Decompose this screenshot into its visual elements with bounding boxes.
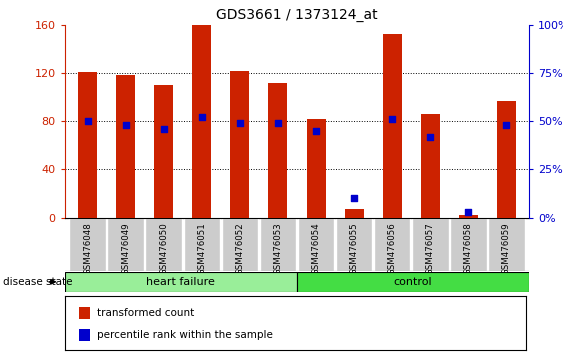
Bar — [383, 34, 401, 218]
Point — [311, 128, 320, 134]
Point — [502, 122, 511, 128]
Point — [274, 120, 283, 126]
Bar — [412, 218, 449, 271]
Text: GSM476055: GSM476055 — [350, 222, 359, 275]
Point — [197, 115, 206, 120]
Bar — [260, 218, 296, 271]
Point — [235, 120, 244, 126]
Text: GSM476058: GSM476058 — [464, 222, 473, 275]
Bar — [374, 218, 410, 271]
Bar — [79, 329, 90, 341]
Bar — [69, 218, 106, 271]
Text: transformed count: transformed count — [97, 308, 194, 318]
Text: disease state: disease state — [3, 277, 72, 287]
Text: GSM476048: GSM476048 — [83, 222, 92, 275]
Text: percentile rank within the sample: percentile rank within the sample — [97, 330, 273, 339]
Bar — [421, 114, 440, 218]
Text: GSM476057: GSM476057 — [426, 222, 435, 275]
Text: heart failure: heart failure — [146, 277, 215, 287]
Bar — [306, 119, 325, 218]
Title: GDS3661 / 1373124_at: GDS3661 / 1373124_at — [216, 8, 378, 22]
Point — [426, 134, 435, 139]
Point — [83, 118, 92, 124]
Bar — [450, 218, 486, 271]
Point — [159, 126, 168, 132]
Bar — [497, 101, 516, 218]
Point — [121, 122, 130, 128]
Bar — [193, 25, 211, 218]
Bar — [65, 272, 297, 292]
Bar — [459, 215, 478, 218]
Bar — [298, 218, 334, 271]
Bar — [345, 209, 364, 218]
Text: GSM476056: GSM476056 — [388, 222, 397, 275]
Bar — [154, 85, 173, 218]
Bar — [145, 218, 182, 271]
Point — [350, 195, 359, 201]
Point — [388, 116, 397, 122]
Bar — [78, 72, 97, 218]
Bar — [230, 70, 249, 218]
Text: GSM476053: GSM476053 — [274, 222, 283, 275]
Bar — [116, 75, 135, 218]
Point — [464, 209, 473, 215]
Text: GSM476052: GSM476052 — [235, 222, 244, 275]
Bar — [79, 307, 90, 319]
Text: GSM476051: GSM476051 — [197, 222, 206, 275]
Text: GSM476049: GSM476049 — [121, 222, 130, 275]
Bar — [336, 218, 372, 271]
Bar — [269, 82, 288, 218]
Bar — [184, 218, 220, 271]
Bar — [108, 218, 144, 271]
Text: GSM476050: GSM476050 — [159, 222, 168, 275]
Bar — [488, 218, 525, 271]
Bar — [297, 272, 529, 292]
Bar — [222, 218, 258, 271]
Text: GSM476059: GSM476059 — [502, 222, 511, 275]
Text: GSM476054: GSM476054 — [311, 222, 320, 275]
Text: control: control — [394, 277, 432, 287]
